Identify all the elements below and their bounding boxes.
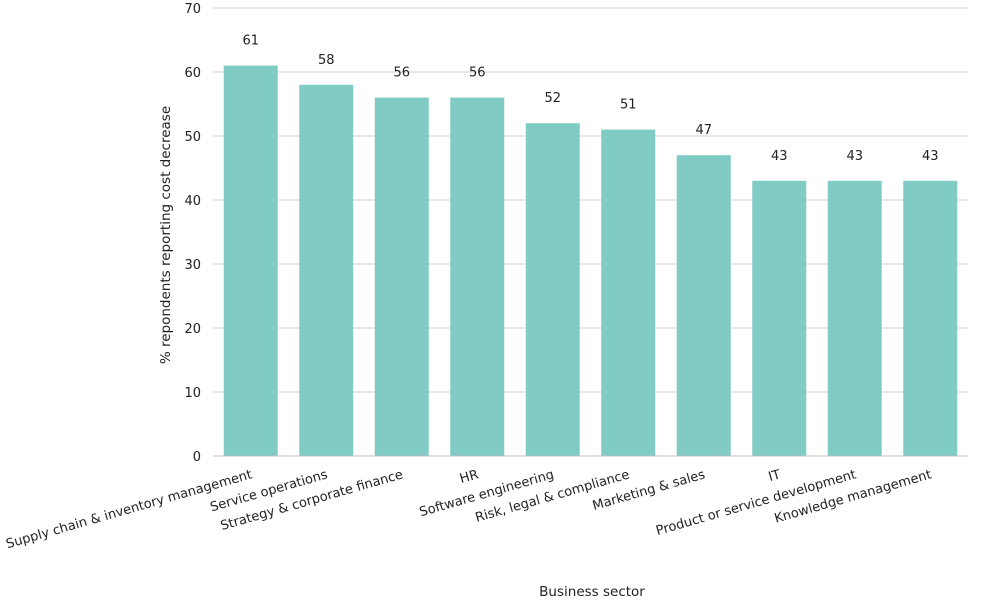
- bar: [676, 155, 731, 456]
- data-label: 56: [393, 66, 410, 81]
- y-tick-label: 50: [184, 130, 201, 145]
- y-axis-ticks: 0 10 20 30 40 50 60 70: [184, 2, 201, 465]
- y-tick-label: 70: [184, 2, 201, 17]
- data-label: 43: [771, 149, 788, 164]
- bar: [299, 84, 354, 457]
- data-label: 47: [695, 123, 712, 138]
- data-label: 52: [544, 91, 561, 106]
- bars: [223, 65, 958, 457]
- data-label: 61: [242, 34, 259, 49]
- data-label: 51: [620, 98, 637, 113]
- bar: [903, 180, 958, 457]
- bar: [223, 65, 278, 456]
- category-labels: Supply chain & inventory managementServi…: [4, 467, 933, 552]
- y-tick-label: 0: [193, 450, 201, 465]
- x-tick-label: IT: [767, 467, 783, 485]
- data-label: 56: [469, 66, 486, 81]
- bar: [374, 97, 429, 456]
- bar: [525, 123, 580, 456]
- bar: [827, 180, 882, 457]
- y-tick-label: 10: [184, 386, 201, 401]
- bar: [752, 180, 807, 457]
- y-tick-label: 40: [184, 194, 201, 209]
- y-tick-label: 20: [184, 322, 201, 337]
- x-tick-label: HR: [458, 467, 480, 487]
- data-label: 43: [922, 149, 939, 164]
- bar: [601, 129, 656, 456]
- data-label: 58: [318, 53, 335, 68]
- data-labels: 61 58 56 56 52 51 47 43 43 43: [242, 34, 938, 164]
- x-axis-title: Business sector: [539, 584, 645, 600]
- data-label: 43: [846, 149, 863, 164]
- y-tick-label: 60: [184, 66, 201, 81]
- y-axis-title: % repondents reporting cost decrease: [158, 106, 174, 364]
- bar: [450, 97, 505, 456]
- y-tick-label: 30: [184, 258, 201, 273]
